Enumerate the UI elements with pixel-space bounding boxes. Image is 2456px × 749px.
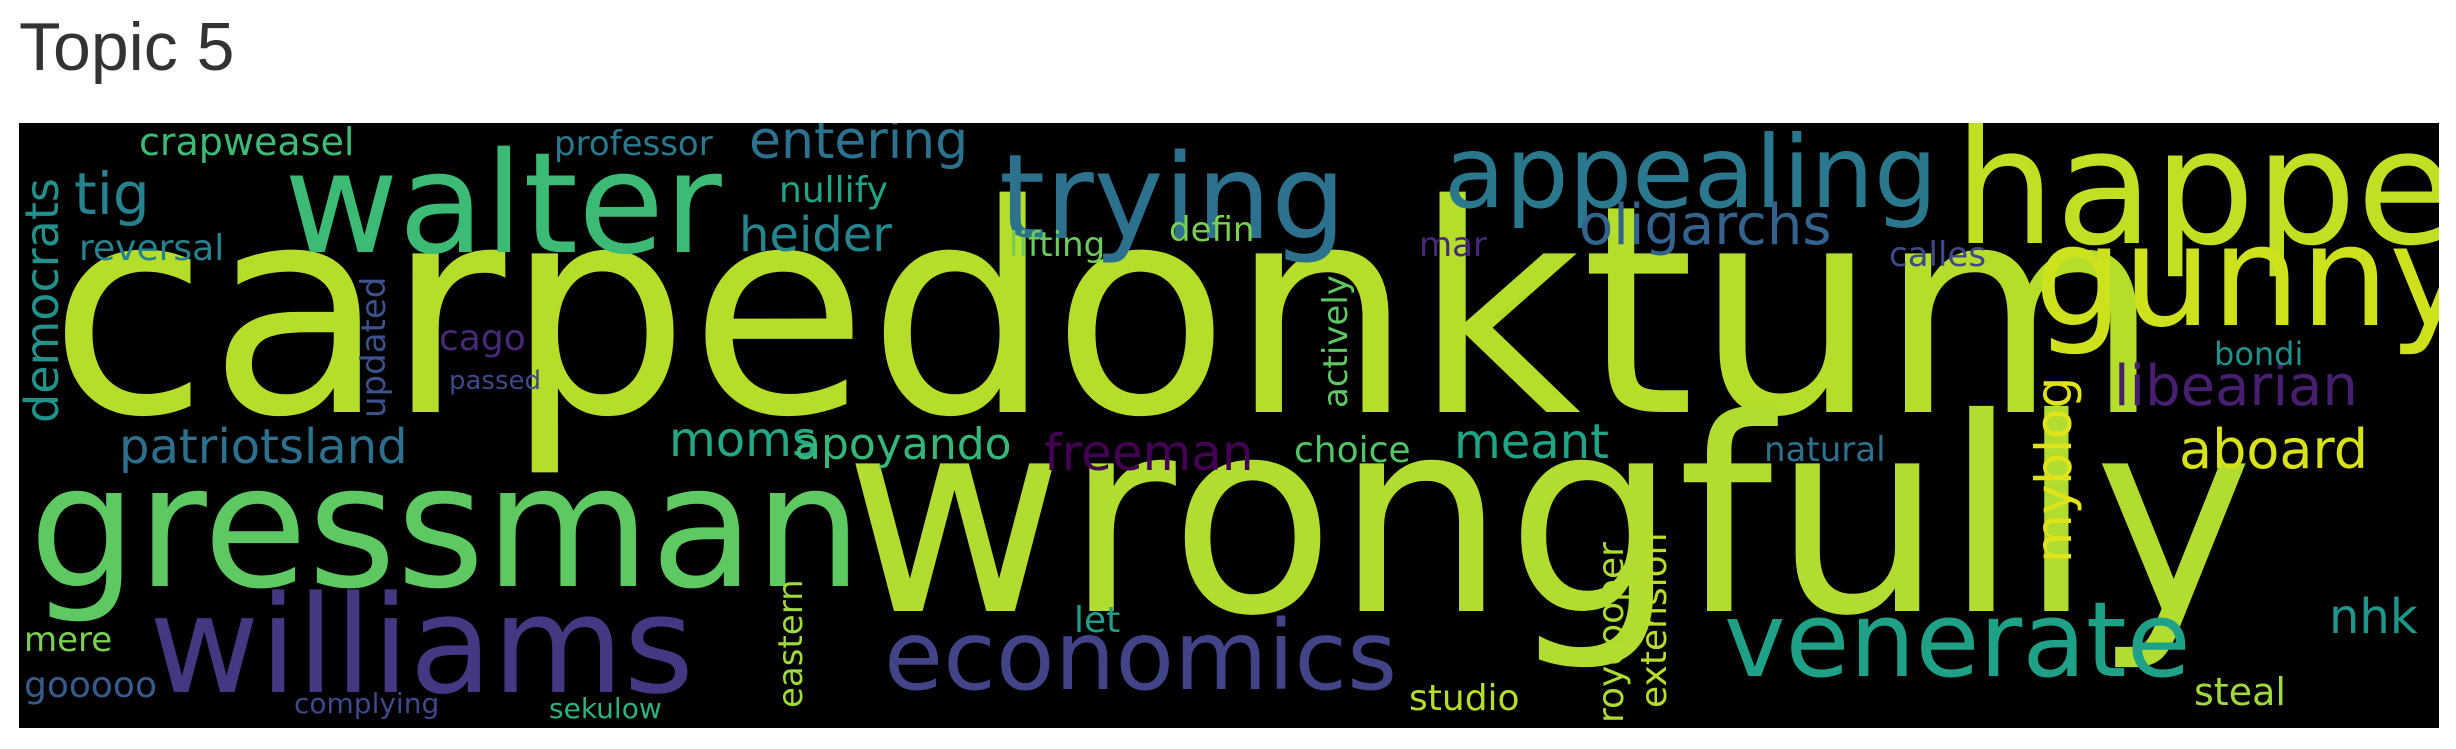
word-cago: cago [439, 318, 526, 359]
word-democrats: democrats [19, 178, 69, 423]
word-updated: updated [354, 276, 394, 418]
word-mere: mere [24, 620, 113, 660]
word-venerate: venerate [1724, 579, 2191, 701]
topic-title: Topic 5 [19, 9, 235, 85]
word-natural: natural [1764, 430, 1886, 470]
word-bondi: bondi [2214, 335, 2304, 373]
word-walter: walter [284, 123, 722, 286]
word-nhk: nhk [2329, 589, 2418, 645]
word-extension: extension [1634, 532, 1675, 709]
word-cloud: carpedonktum wrongfully gressman walter … [19, 123, 2439, 728]
word-gunny: gunny [2034, 196, 2439, 359]
word-steal: steal [2194, 670, 2286, 714]
word-actively: actively [1316, 275, 1356, 408]
word-lifting: lifting [1009, 225, 1106, 265]
word-freeman: freeman [1044, 424, 1254, 482]
word-entering: entering [749, 123, 969, 171]
word-choice: choice [1294, 430, 1411, 471]
word-gressman: gressman [29, 429, 863, 627]
word-moms: moms [669, 412, 817, 468]
word-roycooper: roycooper [1591, 542, 1632, 723]
word-apoyando: apoyando [794, 419, 1012, 470]
word-carpedonktum: carpedonktum [49, 144, 2162, 481]
word-meant: meant [1454, 414, 1609, 470]
word-happen: happen [1954, 123, 2439, 281]
word-defin: defin [1169, 210, 1255, 250]
word-gooooo: gooooo [24, 665, 157, 706]
word-reversal: reversal [79, 228, 225, 269]
word-let: let [1074, 600, 1121, 641]
word-aboard: aboard [2179, 418, 2369, 481]
word-tig: tig [74, 160, 150, 228]
word-crapweasel: crapweasel [139, 123, 355, 164]
word-appealing: appealing [1444, 123, 1938, 231]
word-heider: heider [739, 207, 893, 263]
word-libearian: libearian [2114, 354, 2358, 419]
word-sekulow: sekulow [549, 692, 662, 725]
word-studio: studio [1409, 678, 1520, 719]
word-wrongfully: wrongfully [844, 360, 2254, 675]
word-patriotsland: patriotsland [119, 419, 408, 475]
word-oligarchs: oligarchs [1579, 193, 1832, 258]
word-economics: economics [884, 600, 1398, 712]
word-calles: calles [1889, 235, 1987, 275]
word-eastern: eastern [771, 579, 811, 708]
word-complying: complying [294, 687, 440, 720]
word-nullify: nullify [779, 170, 888, 211]
word-passed: passed [449, 366, 542, 396]
word-trying: trying [999, 128, 1347, 266]
word-myblog: myblog [2025, 376, 2083, 563]
word-professor: professor [554, 124, 713, 164]
word-mar: mar [1419, 225, 1487, 265]
word-williams: williams [149, 567, 695, 724]
